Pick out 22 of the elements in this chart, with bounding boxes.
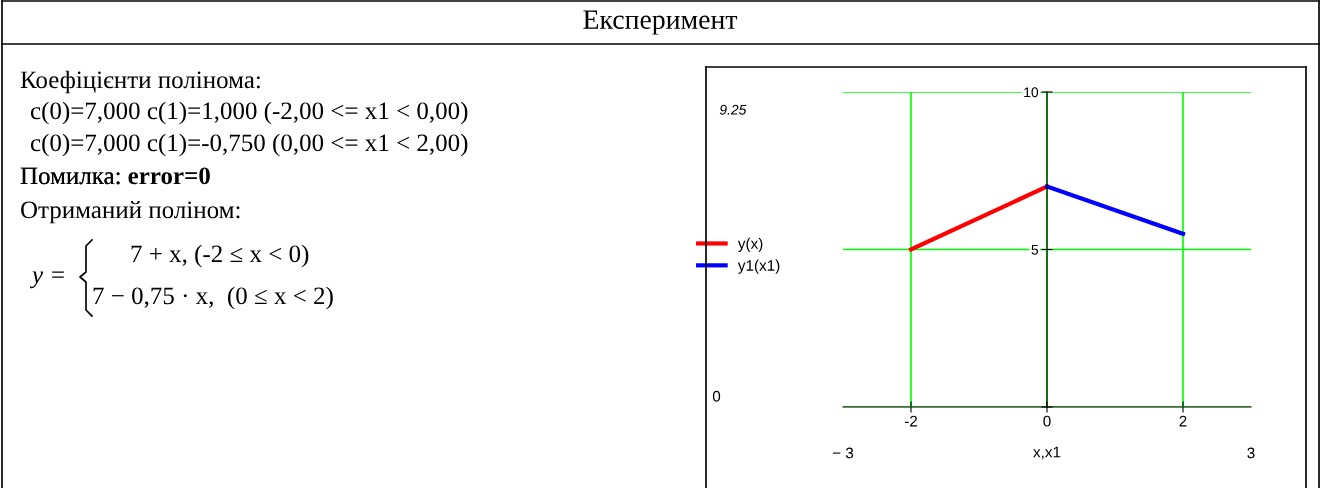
text: 0 [712,390,721,402]
x-tick-label: 0 [1043,415,1051,427]
text: Коефіцієнти полінома: [20,70,260,94]
text: 7 − 0,75 · x, (0 ≤ x < 2) [93,286,333,310]
text: 3 [1247,447,1255,459]
chart-title: Експеримент [583,10,738,35]
text: c(0)=7,000 c(1)=1,000 (-2,00 <= x1 < 0,00) [30,101,468,125]
text: 7 + x, (-2 ≤ x < 0) [131,244,309,268]
text: Отриманий поліном: [21,200,240,224]
legend-label: y(x) [737,237,763,252]
x-tick-label: 2 [1179,415,1187,427]
text: error=0 [128,167,210,185]
y-tick-label: 5 [1031,244,1039,255]
text: − 3 [832,447,854,459]
text: c(0)=7,000 c(1)=-0,750 (0,00 <= x1 < 2,00) [30,133,468,157]
text: Помилка: [20,167,120,185]
legend-label: y1(x1) [737,259,780,274]
y-tick-label: 10 [1024,87,1039,98]
text: y = [29,271,64,289]
text: 9.25 [719,104,747,115]
x-tick-label: -2 [904,415,918,427]
x-axis-title: x,x1 [1033,446,1061,460]
